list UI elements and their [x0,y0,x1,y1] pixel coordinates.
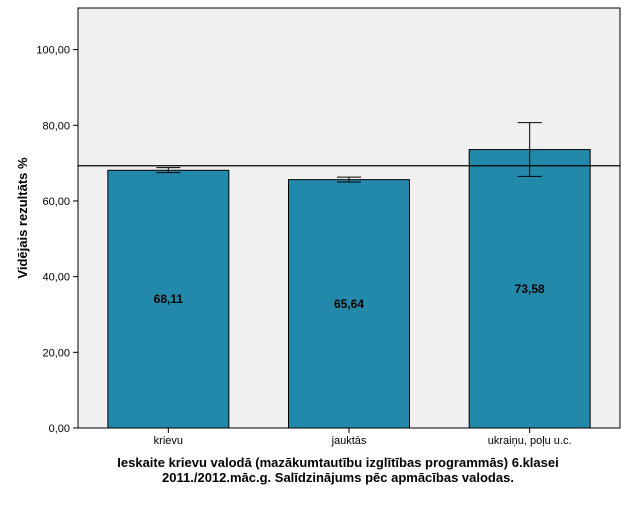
bar-value-label: 73,58 [515,282,545,296]
y-tick-label: 60,00 [42,196,70,208]
y-axis-label: Vidējais rezultāts % [15,157,30,279]
bar-value-label: 65,64 [334,297,364,311]
x-category-label: jauktās [331,435,367,447]
x-axis-title-line-1: Ieskaite krievu valodā (mazākumtautību i… [117,455,558,470]
y-tick-label: 0,00 [49,423,70,435]
x-category-label: krievu [154,435,183,447]
y-tick-label: 80,00 [42,120,70,132]
bar [468,149,591,429]
bar-value-label: 68,11 [154,292,184,306]
y-axis: 0,00 20,00 40,00 60,00 80,00 100,00 [36,45,78,435]
bar [107,169,230,429]
bars-group: 68,11 65,64 73,58 [78,122,620,429]
y-tick-label: 40,00 [42,272,70,284]
x-category-label: ukraiņu, poļu u.c. [488,435,572,447]
y-tick-label: 20,00 [42,347,70,359]
y-tick-label: 100,00 [36,45,70,57]
bar [288,179,410,429]
x-axis-title-line-2: 2011./2012.māc.g. Salīdzinājums pēc apmā… [162,470,514,485]
x-axis: krievu jauktās ukraiņu, poļu u.c. [154,428,572,447]
